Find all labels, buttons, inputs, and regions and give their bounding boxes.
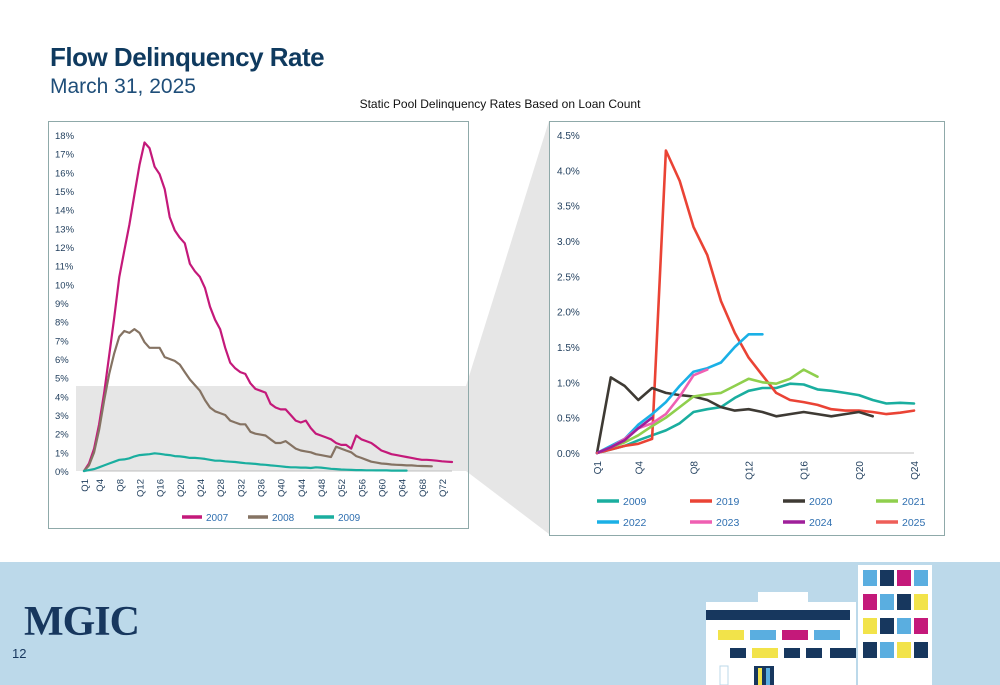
x-tick-label: Q56 (357, 479, 368, 497)
series-line-2007 (82, 141, 454, 473)
x-tick-label: Q16 (800, 461, 811, 480)
x-tick-label: Q20 (855, 461, 866, 480)
series-line-2019 (595, 149, 916, 455)
y-tick-label: 3% (55, 411, 69, 422)
x-tick-label: Q24 (910, 461, 921, 480)
series-line-2021 (595, 368, 819, 455)
series-line-2009 (82, 452, 408, 473)
x-tick-label: Q8 (115, 479, 126, 492)
x-tick-label: Q4 (95, 479, 106, 492)
x-tick-label: Q8 (689, 461, 700, 475)
y-tick-label: 18% (55, 131, 75, 142)
x-tick-label: Q40 (277, 479, 288, 497)
right-chart-panel: 0.0% 0.5% 1.0% 1.5% 2.0% 2.5% 3.0% 3.5% 4.0% 4.5%… (549, 121, 945, 536)
y-tick-label: 13% (55, 224, 75, 235)
y-tick-label: 0% (55, 467, 69, 478)
zoom-band (76, 386, 466, 471)
x-tick-label: Q1 (80, 479, 91, 492)
left-chart: 0% 1% 2% 3% 4% 5% 6% 7% 8% 9% 10% 11% 12% 13% 14% 15% 16… (55, 131, 454, 524)
x-tick-label: Q4 (634, 461, 645, 475)
x-tick-label: Q52 (337, 479, 348, 497)
series-point-2025 (596, 452, 598, 454)
footer-band (0, 562, 1000, 685)
legend-label-2009: 2009 (623, 496, 647, 508)
legend-label-2022: 2022 (623, 517, 647, 529)
legend-label-2009: 2009 (338, 513, 361, 524)
y-tick-label: 11% (55, 262, 74, 273)
y-tick-label: 0.0% (557, 449, 580, 460)
y-tick-label: 16% (55, 168, 75, 179)
y-tick-label: 12% (55, 243, 75, 254)
x-tick-label: Q12 (745, 461, 756, 480)
y-tick-label: 17% (55, 150, 75, 161)
zoom-wedge (466, 121, 549, 534)
y-tick-label: 6% (55, 355, 69, 366)
y-tick-label: 14% (55, 206, 75, 217)
y-tick-label: 4.5% (557, 131, 580, 142)
y-tick-label: 9% (55, 299, 69, 310)
y-tick-label: 1.0% (557, 378, 580, 389)
x-tick-label: Q64 (398, 479, 409, 497)
x-tick-label: Q44 (297, 479, 308, 497)
y-tick-label: 3.0% (557, 237, 580, 248)
x-tick-label: Q20 (176, 479, 187, 497)
x-tick-label: Q24 (196, 479, 207, 497)
x-tick-label: Q28 (216, 479, 227, 497)
y-tick-label: 7% (55, 336, 69, 347)
page-number: 12 (12, 646, 27, 661)
y-tick-label: 10% (55, 280, 75, 291)
y-tick-label: 3.5% (557, 202, 580, 213)
y-tick-label: 2.5% (557, 272, 580, 283)
series-line-2008 (82, 328, 433, 473)
left-chart-panel: 0% 1% 2% 3% 4% 5% 6% 7% 8% 9% 10% 11% 12% 13% 14% 15% 16… (48, 121, 469, 529)
page-title: Flow Delinquency Rate (50, 42, 325, 72)
x-tick-label: Q48 (317, 479, 328, 497)
legend-label-2020: 2020 (809, 496, 833, 508)
y-tick-label: 1% (55, 448, 69, 459)
y-tick-label: 2.0% (557, 308, 580, 319)
x-tick-label: Q68 (418, 479, 429, 497)
mgic-logo: MGIC (24, 599, 140, 645)
x-tick-label: Q12 (135, 479, 146, 497)
series-line-2022 (595, 333, 764, 455)
legend-label-2023: 2023 (716, 517, 740, 529)
y-tick-label: 4% (55, 392, 69, 403)
x-tick-label: Q60 (377, 479, 388, 497)
legend-label-2007: 2007 (206, 513, 229, 524)
x-tick-label: Q1 (593, 461, 604, 475)
legend-label-2021: 2021 (902, 496, 926, 508)
y-tick-label: 2% (55, 430, 69, 441)
chart-title: Static Pool Delinquency Rates Based on L… (359, 97, 641, 111)
legend-label-2025: 2025 (902, 517, 926, 529)
legend-label-2008: 2008 (272, 513, 295, 524)
series-line-2024 (595, 416, 654, 455)
right-chart: 0.0% 0.5% 1.0% 1.5% 2.0% 2.5% 3.0% 3.5% 4.0% 4.5%… (557, 131, 926, 529)
y-tick-label: 1.5% (557, 343, 580, 354)
y-tick-label: 15% (55, 187, 75, 198)
x-tick-label: Q72 (438, 479, 449, 497)
y-tick-label: 0.5% (557, 414, 580, 425)
x-tick-label: Q32 (236, 479, 247, 497)
y-tick-label: 8% (55, 318, 69, 329)
series-line-2020 (595, 376, 875, 455)
building-illustration (706, 565, 932, 685)
legend-label-2024: 2024 (809, 517, 833, 529)
x-tick-label: Q16 (156, 479, 167, 497)
page-date: March 31, 2025 (50, 75, 196, 98)
x-tick-label: Q36 (256, 479, 267, 497)
series-line-2009 (595, 382, 916, 455)
y-tick-label: 4.0% (557, 166, 580, 177)
y-tick-label: 5% (55, 374, 69, 385)
legend-label-2019: 2019 (716, 496, 740, 508)
